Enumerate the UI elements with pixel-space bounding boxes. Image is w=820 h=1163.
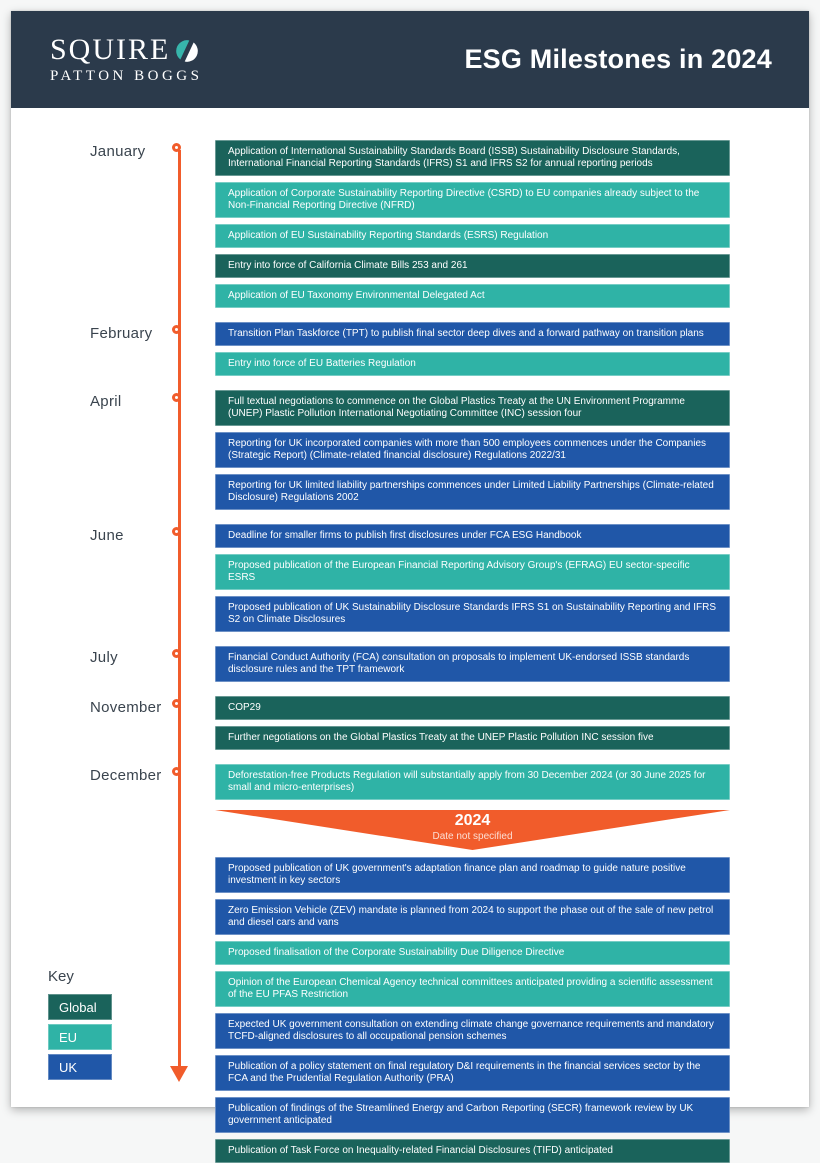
timeline-row: Application of Corporate Sustainability …: [215, 182, 730, 218]
milestone-item: Further negotiations on the Global Plast…: [215, 726, 730, 750]
timeline-arrow-icon: [170, 1066, 188, 1082]
month-label: November: [90, 699, 162, 716]
timeline-content: January Application of International Sust…: [11, 108, 809, 1163]
month-label: February: [90, 325, 153, 342]
milestone-item: Application of EU Sustainability Reporti…: [215, 224, 730, 248]
undated-row: Proposed finalisation of the Corporate S…: [215, 941, 730, 965]
undated-row: Publication of a policy statement on fin…: [215, 1055, 730, 1091]
timeline-row: Reporting for UK limited liability partn…: [215, 474, 730, 510]
timeline-node: [172, 767, 181, 776]
milestone-item: Application of Corporate Sustainability …: [215, 182, 730, 218]
timeline-row: Entry into force of EU Batteries Regulat…: [215, 352, 730, 376]
timeline-node: [172, 699, 181, 708]
undated-row: Zero Emission Vehicle (ZEV) mandate is p…: [215, 899, 730, 935]
timeline-row: Entry into force of California Climate B…: [215, 254, 730, 278]
timeline-row: Application of EU Taxonomy Environmental…: [215, 284, 730, 308]
milestone-item: Publication of a policy statement on fin…: [215, 1055, 730, 1091]
timeline-row: December Deforestation-free Products Regu…: [90, 764, 730, 800]
milestone-item: Proposed publication of UK government's …: [215, 857, 730, 893]
milestone-item: Proposed publication of the European Fin…: [215, 554, 730, 590]
undated-row: Publication of findings of the Streamlin…: [215, 1097, 730, 1133]
milestone-item: Proposed finalisation of the Corporate S…: [215, 941, 730, 965]
timeline-row: Proposed publication of the European Fin…: [215, 554, 730, 590]
milestone-item: Reporting for UK limited liability partn…: [215, 474, 730, 510]
month-label: January: [90, 143, 146, 160]
timeline-node: [172, 649, 181, 658]
logo-top-row: SQUIRE: [50, 32, 202, 66]
milestone-item: Application of EU Taxonomy Environmental…: [215, 284, 730, 308]
timeline-section-december: December Deforestation-free Products Regu…: [90, 764, 730, 800]
timeline-row: Proposed publication of UK Sustainabilit…: [215, 596, 730, 632]
milestone-item: Zero Emission Vehicle (ZEV) mandate is p…: [215, 899, 730, 935]
key-swatch-uk: UK: [48, 1054, 112, 1080]
milestone-item: Entry into force of California Climate B…: [215, 254, 730, 278]
milestone-item: Transition Plan Taskforce (TPT) to publi…: [215, 322, 730, 346]
undated-banner: 2024 Date not specified: [215, 810, 730, 850]
undated-row: Opinion of the European Chemical Agency …: [215, 971, 730, 1007]
timeline-section-june: June Deadline for smaller firms to publis…: [90, 524, 730, 632]
timeline-row: Further negotiations on the Global Plast…: [215, 726, 730, 750]
timeline-sections: January Application of International Sust…: [90, 140, 730, 800]
timeline-section-february: February Transition Plan Taskforce (TPT) …: [90, 322, 730, 376]
month-label: December: [90, 767, 162, 784]
undated-items: Proposed publication of UK government's …: [215, 857, 730, 1163]
key-swatch-global: Global: [48, 994, 112, 1020]
timeline-section-january: January Application of International Sust…: [90, 140, 730, 308]
timeline-section-july: July Financial Conduct Authority (FCA) co…: [90, 646, 730, 682]
milestone-item: Reporting for UK incorporated companies …: [215, 432, 730, 468]
month-label: June: [90, 527, 124, 544]
page-header: SQUIRE PATTON BOGGS ESG Milestones in 20…: [11, 11, 809, 108]
milestone-item: Expected UK government consultation on e…: [215, 1013, 730, 1049]
timeline-node: [172, 143, 181, 152]
timeline-row: Application of EU Sustainability Reporti…: [215, 224, 730, 248]
milestone-item: Deforestation-free Products Regulation w…: [215, 764, 730, 800]
milestone-item: Deadline for smaller firms to publish fi…: [215, 524, 730, 548]
logo-squire-text: SQUIRE: [50, 32, 171, 66]
undated-row: Proposed publication of UK government's …: [215, 857, 730, 893]
timeline-section-april: April Full textual negotiations to commen…: [90, 390, 730, 510]
timeline-row: February Transition Plan Taskforce (TPT) …: [90, 322, 730, 346]
milestone-item: Proposed publication of UK Sustainabilit…: [215, 596, 730, 632]
header-logo: SQUIRE PATTON BOGGS: [50, 32, 203, 85]
legend-key: Key Global EU UK: [48, 968, 168, 1084]
timeline-row: April Full textual negotiations to commen…: [90, 390, 730, 426]
banner-year: 2024: [454, 812, 491, 829]
key-entries: Global EU UK: [48, 994, 168, 1080]
milestone-item: Publication of findings of the Streamlin…: [215, 1097, 730, 1133]
timeline-node: [172, 527, 181, 536]
milestone-item: Publication of Task Force on Inequality-…: [215, 1139, 730, 1163]
month-label: April: [90, 393, 122, 410]
timeline-row: January Application of International Sust…: [90, 140, 730, 176]
banner-note: Date not specified: [432, 831, 513, 842]
timeline-node: [172, 393, 181, 402]
milestone-item: Entry into force of EU Batteries Regulat…: [215, 352, 730, 376]
month-label: July: [90, 649, 118, 666]
key-title: Key: [48, 968, 74, 985]
milestone-item: Financial Conduct Authority (FCA) consul…: [215, 646, 730, 682]
logo-patton-boggs-text: PATTON BOGGS: [50, 67, 203, 84]
undated-row: Expected UK government consultation on e…: [215, 1013, 730, 1049]
timeline-row: November COP29: [90, 696, 730, 720]
milestone-item: Application of International Sustainabil…: [215, 140, 730, 176]
timeline-node: [172, 325, 181, 334]
undated-row: Publication of Task Force on Inequality-…: [215, 1139, 730, 1163]
timeline-section-november: November COP29 Further negotiations on the…: [90, 696, 730, 750]
milestone-item: Opinion of the European Chemical Agency …: [215, 971, 730, 1007]
timeline-row: June Deadline for smaller firms to publis…: [90, 524, 730, 548]
milestone-item: Full textual negotiations to commence on…: [215, 390, 730, 426]
infographic-page: SQUIRE PATTON BOGGS ESG Milestones in 20…: [11, 11, 809, 1163]
timeline-row: Reporting for UK incorporated companies …: [215, 432, 730, 468]
logo-mark-icon: [176, 39, 199, 62]
page-title: ESG Milestones in 2024: [464, 44, 772, 74]
milestone-item: COP29: [215, 696, 730, 720]
timeline-line: [170, 150, 188, 1082]
timeline-row: July Financial Conduct Authority (FCA) co…: [90, 646, 730, 682]
key-swatch-eu: EU: [48, 1024, 112, 1050]
